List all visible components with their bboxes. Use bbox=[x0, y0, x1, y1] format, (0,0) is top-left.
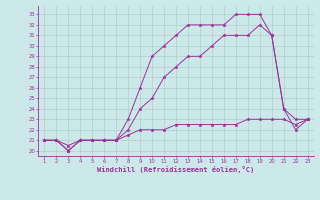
X-axis label: Windchill (Refroidissement éolien,°C): Windchill (Refroidissement éolien,°C) bbox=[97, 166, 255, 173]
